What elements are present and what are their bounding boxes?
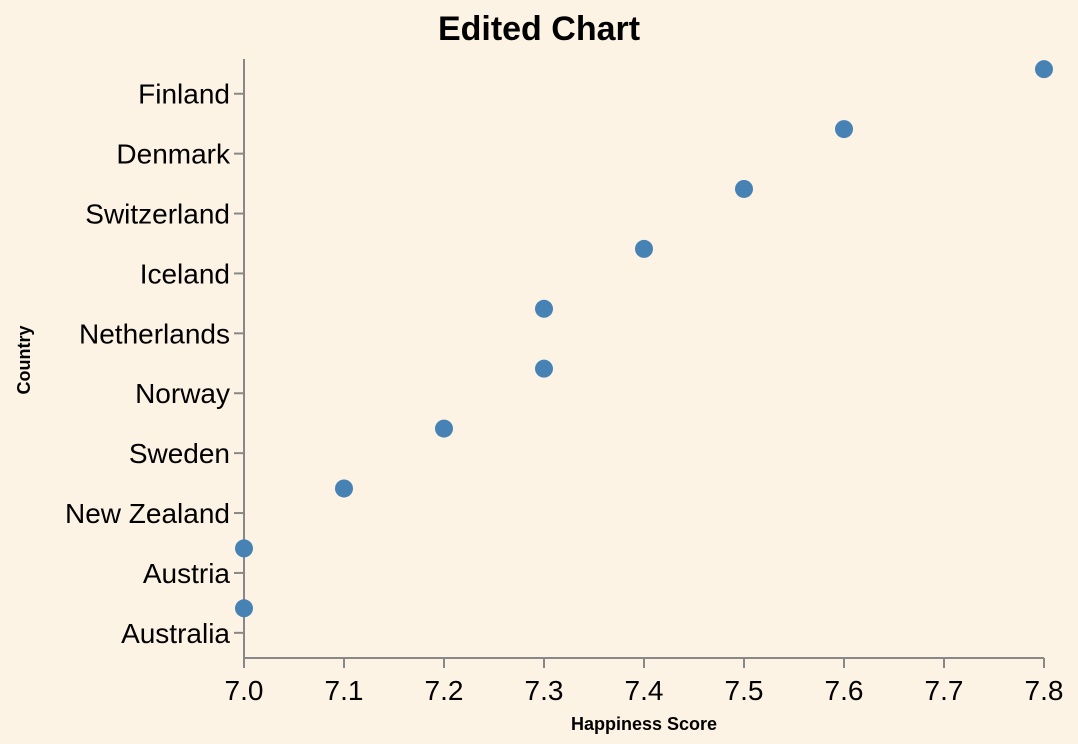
x-tick-label: 7.3 bbox=[525, 675, 564, 706]
x-tick-label: 7.7 bbox=[925, 675, 964, 706]
x-tick-label: 7.8 bbox=[1025, 675, 1064, 706]
x-tick-label: 7.2 bbox=[425, 675, 464, 706]
y-tick-label: Norway bbox=[135, 378, 230, 409]
data-point bbox=[735, 179, 753, 198]
y-axis-ticks: Finland Denmark Switzerland Iceland Netherla… bbox=[65, 79, 244, 649]
y-tick-label: Sweden bbox=[129, 438, 230, 469]
y-tick-label: Netherlands bbox=[79, 318, 230, 349]
data-point bbox=[435, 419, 453, 438]
y-tick-label: Austria bbox=[143, 558, 231, 589]
data-point bbox=[235, 599, 253, 618]
data-points bbox=[235, 60, 1053, 618]
y-tick-label: Denmark bbox=[116, 139, 231, 170]
x-tick-label: 7.0 bbox=[225, 675, 264, 706]
x-tick-label: 7.6 bbox=[825, 675, 864, 706]
y-tick-label: Switzerland bbox=[85, 199, 230, 230]
x-axis-title: Happiness Score bbox=[571, 714, 717, 734]
y-axis-title: Country bbox=[14, 326, 34, 395]
data-point bbox=[335, 479, 353, 498]
data-point bbox=[635, 239, 653, 258]
data-point bbox=[535, 359, 553, 378]
x-tick-label: 7.5 bbox=[725, 675, 764, 706]
data-point bbox=[535, 299, 553, 318]
data-point bbox=[1035, 60, 1053, 79]
x-tick-label: 7.4 bbox=[625, 675, 664, 706]
x-axis-ticks: 7.0 7.1 7.2 7.3 7.4 7.5 7.6 7.7 7.8 bbox=[225, 658, 1064, 706]
x-tick-label: 7.1 bbox=[325, 675, 364, 706]
chart-title: Edited Chart bbox=[438, 10, 640, 48]
y-tick-label: Australia bbox=[121, 618, 230, 649]
y-tick-label: New Zealand bbox=[65, 498, 230, 529]
y-tick-label: Iceland bbox=[140, 258, 230, 289]
data-point bbox=[235, 539, 253, 558]
data-point bbox=[835, 120, 853, 139]
y-tick-label: Finland bbox=[138, 79, 230, 110]
